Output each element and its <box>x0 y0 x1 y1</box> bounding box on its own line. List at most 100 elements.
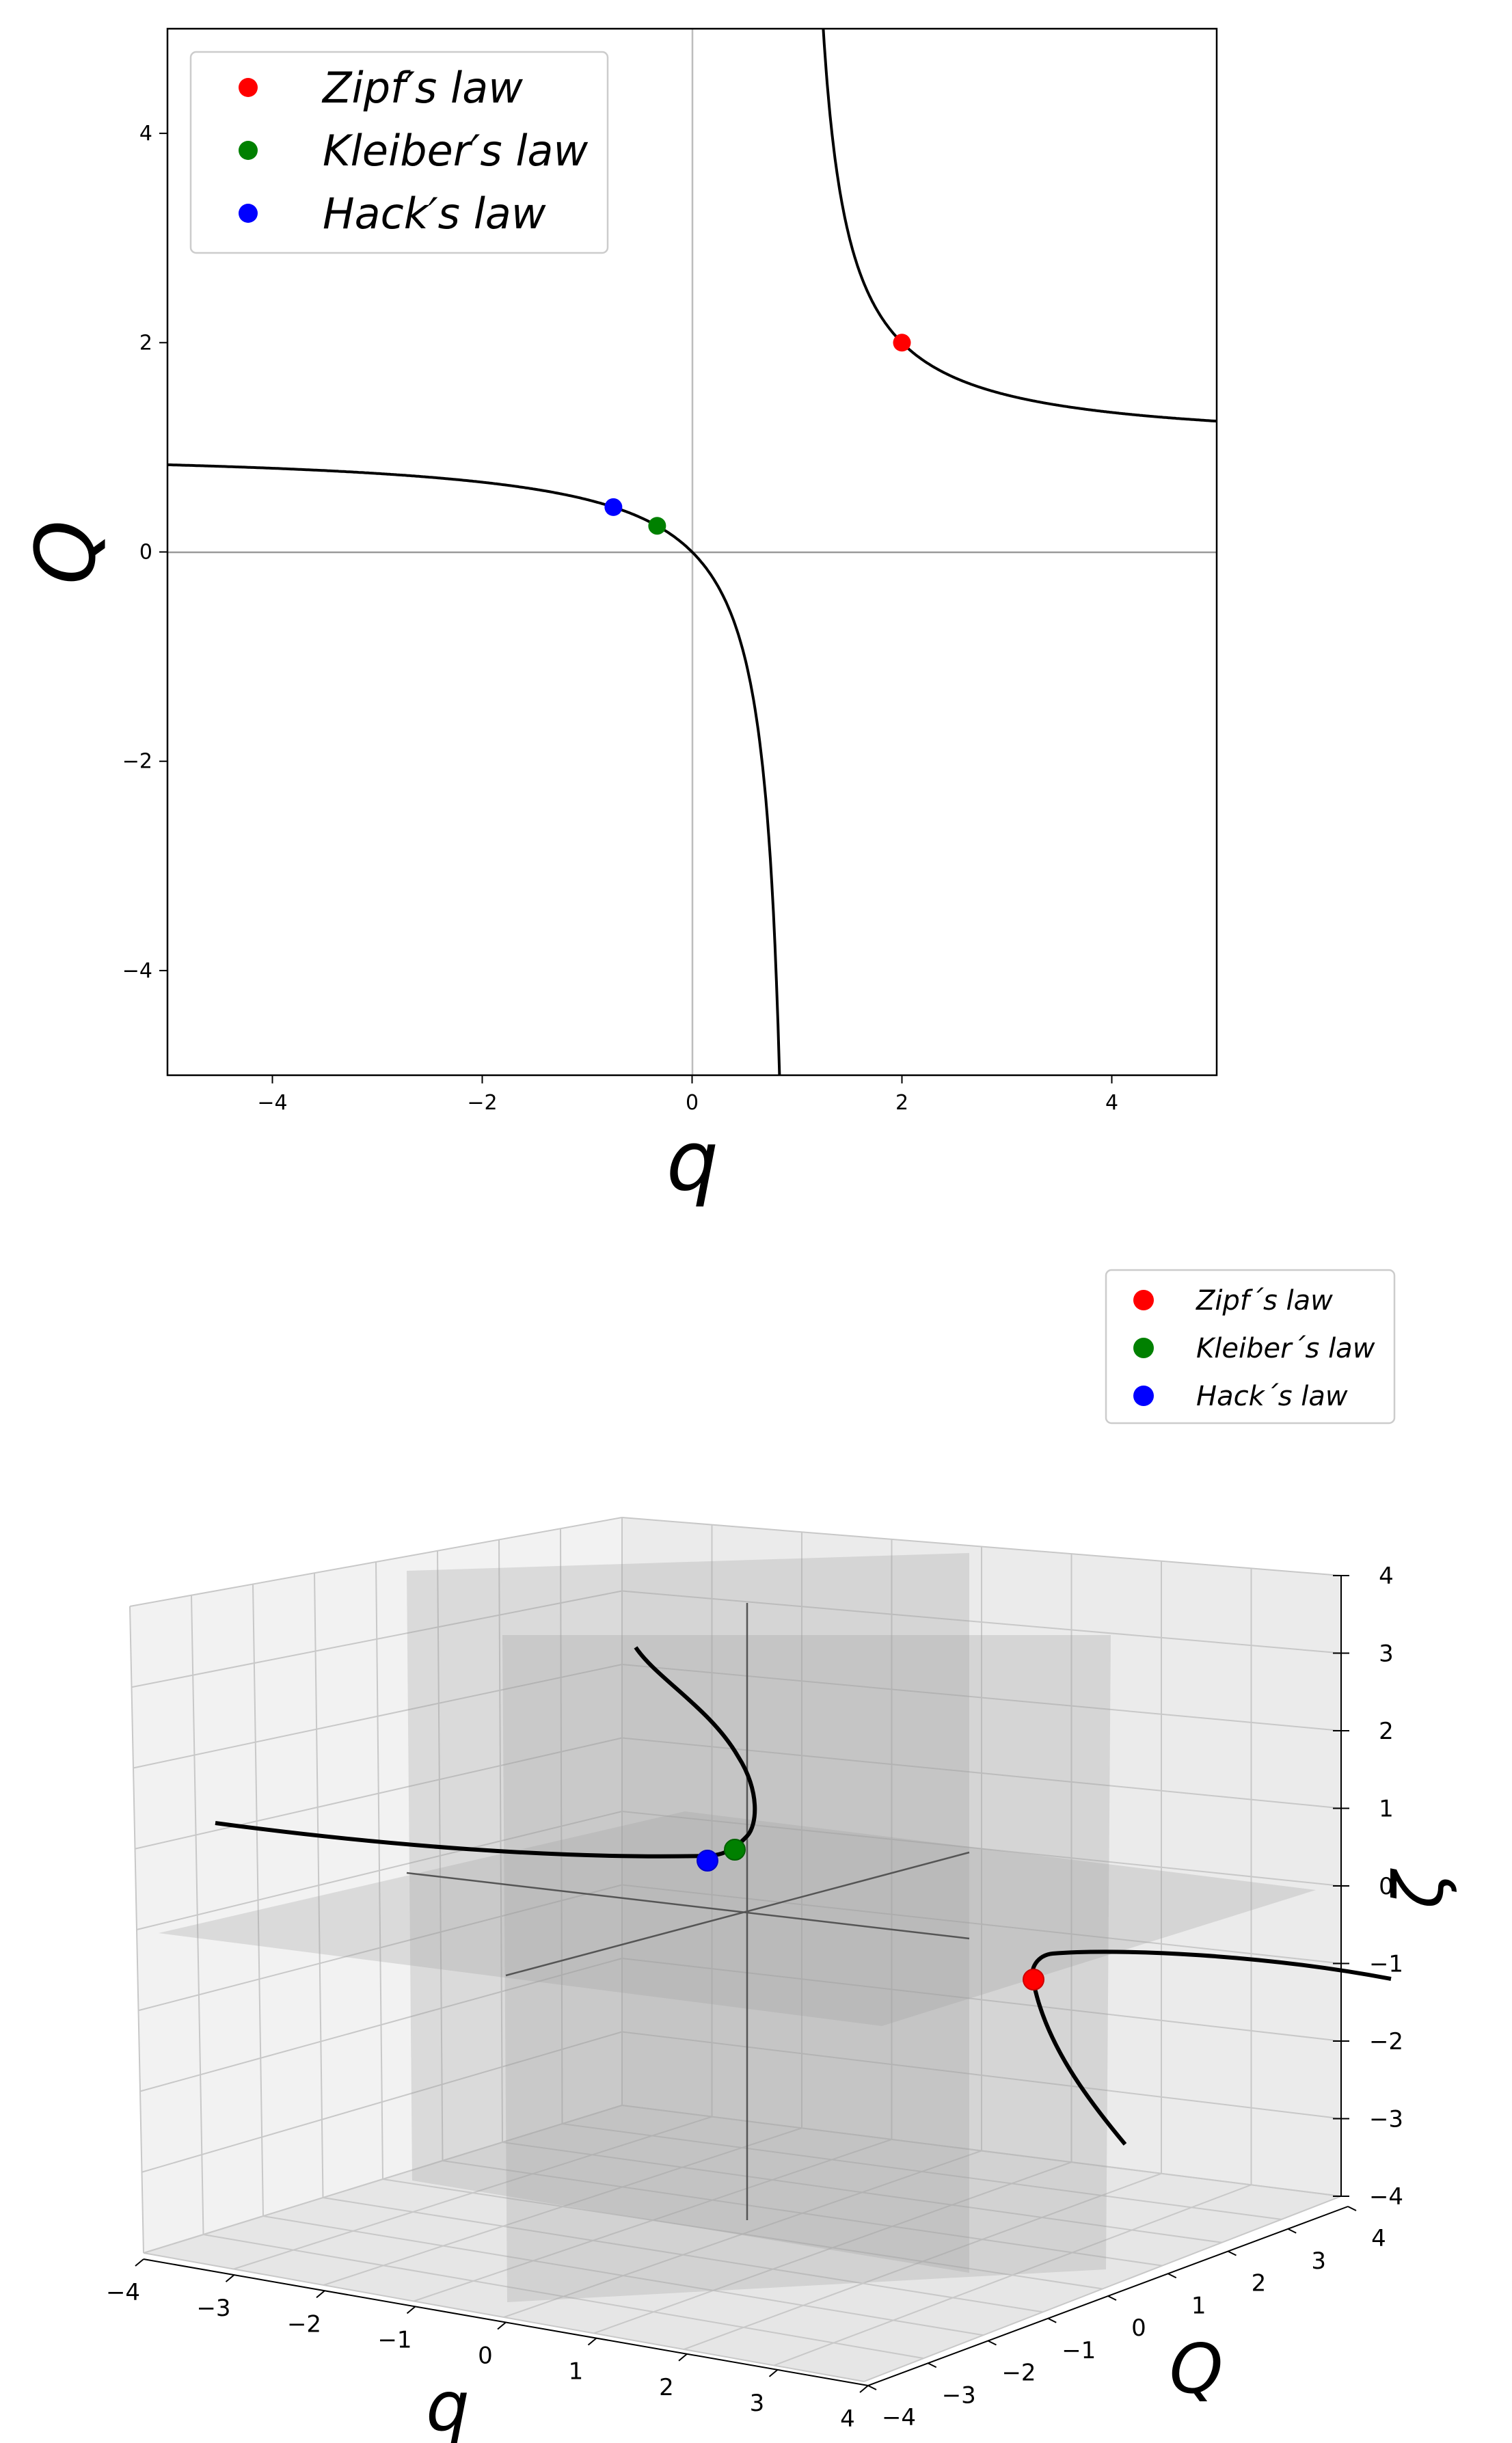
legend-label-3d-kleiber: Kleiber´s law <box>1196 1333 1375 1364</box>
q-tick-label: −3 <box>196 2295 230 2322</box>
q-tick-label: 3 <box>750 2390 765 2417</box>
y-axis-label-2d: Q <box>19 520 114 584</box>
point-2d-kleiber <box>648 517 666 535</box>
grid-line-left-horizontal <box>139 1958 623 2092</box>
Q-tick-mark <box>928 2362 937 2368</box>
grid-line-floor-Q <box>502 2142 1222 2243</box>
zeta-tick-label: 3 <box>1379 1641 1394 1668</box>
grid-line-left-horizontal <box>143 2105 623 2254</box>
legend-marker-3d-hack <box>1133 1386 1154 1406</box>
zeta-tick-label: 2 <box>1379 1718 1394 1745</box>
zeta-tick-label: 0 <box>1379 1873 1394 1900</box>
grid-line-floor-Q <box>382 2178 1103 2290</box>
q-tick-label: 1 <box>569 2358 584 2386</box>
x-tick-label: 4 <box>1105 1091 1118 1115</box>
q-tick-label: −4 <box>106 2279 140 2306</box>
q-tick-mark <box>225 2274 235 2282</box>
grid-line-floor-q <box>863 2196 1342 2382</box>
legend-marker-3d-kleiber <box>1133 1338 1154 1358</box>
Q-tick-label: 2 <box>1252 2270 1267 2297</box>
q-tick-mark <box>316 2290 325 2299</box>
zeta-tick-label: −2 <box>1369 2028 1403 2055</box>
grid-line-floor-q <box>684 2172 1162 2350</box>
x-tick-label: 2 <box>895 1091 908 1115</box>
q-tick-mark <box>406 2306 416 2314</box>
Q-tick-label: −3 <box>942 2381 976 2409</box>
Q-tick-mark <box>1047 2317 1057 2323</box>
legend-marker-kleiber <box>239 141 258 160</box>
zeta-tick-label: 1 <box>1379 1796 1394 1823</box>
grid-line-left-vertical <box>498 1539 503 2143</box>
Q-tick-mark <box>1347 2206 1357 2211</box>
x-tick-label: −4 <box>257 1091 287 1115</box>
q-tick-label: 0 <box>478 2343 493 2370</box>
q-tick-mark <box>859 2385 869 2393</box>
back-pane-left <box>130 1517 622 2253</box>
point-2d-hack <box>604 498 623 516</box>
grid-line-left-vertical <box>437 1550 444 2161</box>
Q-tick-mark <box>1107 2295 1117 2301</box>
legend-label-zipf: Zipf′s law <box>321 63 523 113</box>
point-2d-zipf <box>893 334 911 352</box>
z-axis-label-3d: ζ <box>1379 1867 1459 1909</box>
y-tick-label: −4 <box>122 959 152 983</box>
q-tick-mark <box>497 2321 507 2330</box>
legend-label-3d-zipf: Zipf´s law <box>1196 1285 1333 1317</box>
Q-tick-label: 4 <box>1371 2225 1386 2252</box>
x-tick-label: 0 <box>686 1091 699 1115</box>
Q-tick-label: 0 <box>1131 2314 1146 2342</box>
grid-line-left-vertical <box>560 1528 563 2124</box>
q-tick-mark <box>768 2369 779 2377</box>
ticks-2d: −4 −4 −2 −2 0 0 2 2 4 4 <box>122 122 1118 1115</box>
q-tick-label: −2 <box>287 2310 321 2338</box>
point-3d-hack <box>697 1850 718 1872</box>
Q-axis-line <box>505 1851 970 1977</box>
plane-q-zero <box>407 1553 969 2273</box>
Q-tick-mark <box>1287 2228 1297 2234</box>
grid-line-floor-Q <box>442 2160 1163 2267</box>
curve-2d-right-branch <box>822 28 1217 423</box>
q-tick-label: 2 <box>659 2374 674 2401</box>
q-tick-mark <box>587 2337 597 2346</box>
grid-line-floor-Q <box>621 2105 1342 2197</box>
y-tick-label: 0 <box>139 541 152 565</box>
zeta-tick-label: −3 <box>1369 2106 1403 2133</box>
grid-line-floor-Q <box>562 2123 1282 2220</box>
q-tick-mark <box>135 2258 144 2267</box>
plane-Q-zero <box>502 1635 1111 2302</box>
Q-tick-label: 3 <box>1311 2248 1326 2275</box>
curve-2d <box>167 28 1217 1075</box>
legend-box-3d <box>1105 1269 1396 1425</box>
x-tick-label: −2 <box>467 1091 497 1115</box>
grid-line-right-horizontal <box>621 1884 1342 1965</box>
legend-box-2d <box>189 51 609 254</box>
grid-line-right-horizontal <box>621 1811 1342 1887</box>
y-tick-label: −2 <box>122 750 152 774</box>
legend-3d: Zipf´s law Kleiber´s law Hack´s law <box>1105 1269 1396 1425</box>
curve-2d-left-branch <box>167 463 781 1075</box>
legend-label-3d-hack: Hack´s law <box>1196 1381 1348 1412</box>
points-2d <box>604 334 911 535</box>
legend-marker-zipf <box>239 78 258 97</box>
Q-tick-mark <box>1228 2250 1237 2256</box>
Q-tick-label: −1 <box>1062 2337 1096 2364</box>
grid-line-floor-q <box>773 2184 1252 2366</box>
ticks-3d: −4 −3 −2 −1 0 1 2 3 4 −4 −3 −2 −1 0 1 2 3 4 −4 −3 −2 −1 0 1 2 3 4 <box>106 1563 1403 2433</box>
legend-label-hack: Hack′s law <box>323 189 546 239</box>
point-3d-zipf <box>1023 1969 1044 1990</box>
Q-tick-mark <box>988 2340 997 2346</box>
legend-label-kleiber: Kleiber′s law <box>323 126 589 176</box>
x-axis-label-2d: q <box>666 1114 718 1209</box>
y-axis-label-3d: Q <box>1170 2329 1224 2409</box>
Q-tick-mark <box>1167 2273 1177 2279</box>
Q-tick-mark <box>867 2385 877 2390</box>
curve-3d-branch-right <box>1030 1949 1392 2146</box>
grid-line-left-horizontal <box>136 1811 623 1930</box>
zeta-tick-label: −4 <box>1369 2183 1403 2211</box>
q-tick-label: −1 <box>377 2326 411 2353</box>
point-3d-kleiber <box>724 1839 746 1861</box>
x-axis-label-3d: q <box>426 2366 469 2443</box>
zeta-tick-label: 4 <box>1379 1563 1394 1590</box>
